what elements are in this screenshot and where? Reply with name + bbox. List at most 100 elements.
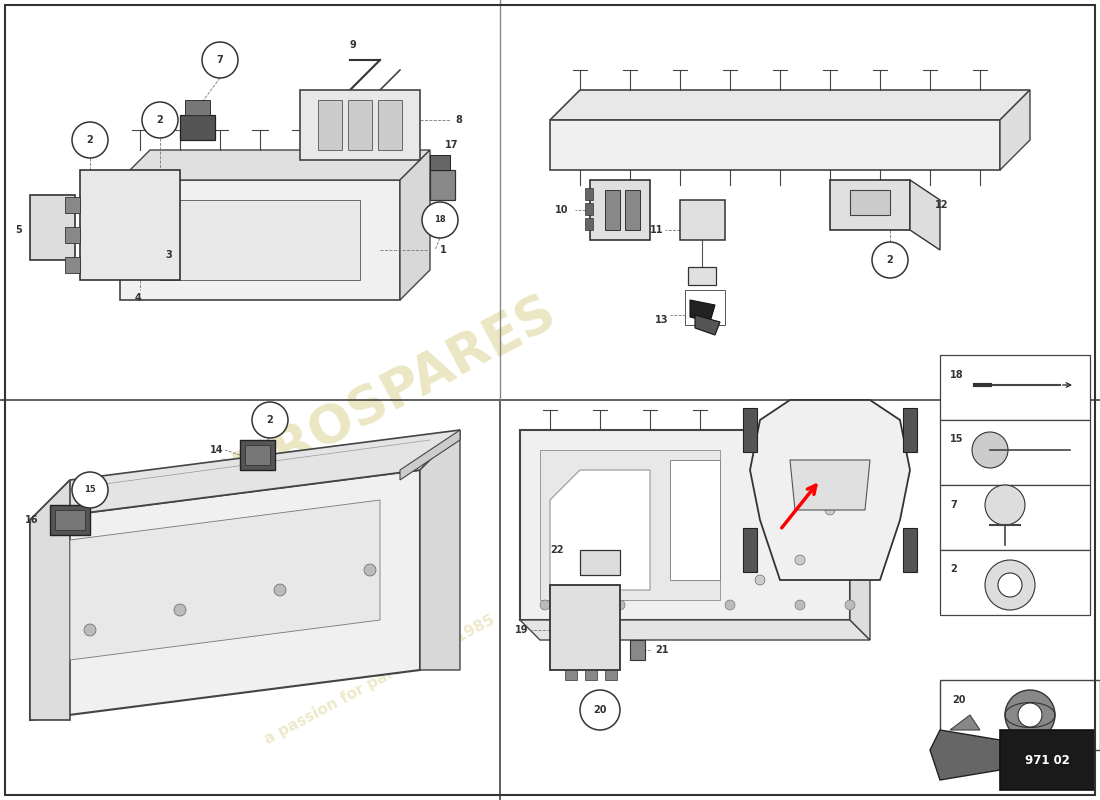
Text: 2: 2 bbox=[887, 255, 893, 265]
Text: 2: 2 bbox=[87, 135, 94, 145]
Polygon shape bbox=[80, 170, 180, 280]
Text: 22: 22 bbox=[550, 545, 563, 555]
Text: 15: 15 bbox=[950, 434, 964, 445]
Text: 6: 6 bbox=[145, 125, 152, 135]
Text: 12: 12 bbox=[935, 200, 948, 210]
Text: 2: 2 bbox=[156, 115, 164, 125]
Polygon shape bbox=[830, 180, 910, 230]
Polygon shape bbox=[540, 450, 720, 600]
Bar bbox=[605, 190, 620, 230]
Circle shape bbox=[795, 600, 805, 610]
Polygon shape bbox=[30, 430, 460, 520]
Circle shape bbox=[615, 600, 625, 610]
Bar bbox=[680, 200, 725, 240]
Bar bbox=[585, 670, 597, 680]
Bar bbox=[605, 670, 617, 680]
Bar bbox=[65, 197, 80, 213]
Text: 1: 1 bbox=[440, 245, 447, 255]
Polygon shape bbox=[1000, 90, 1030, 170]
Polygon shape bbox=[910, 180, 940, 250]
Circle shape bbox=[998, 573, 1022, 597]
Text: 11: 11 bbox=[650, 225, 663, 235]
Polygon shape bbox=[850, 430, 870, 640]
Circle shape bbox=[872, 242, 908, 278]
Polygon shape bbox=[750, 400, 910, 580]
Polygon shape bbox=[950, 715, 980, 730]
Circle shape bbox=[580, 690, 620, 730]
Text: 14: 14 bbox=[210, 445, 223, 455]
Circle shape bbox=[1018, 703, 1042, 727]
Bar bbox=[940, 485, 1090, 550]
Polygon shape bbox=[300, 90, 420, 160]
Polygon shape bbox=[550, 90, 1030, 120]
Polygon shape bbox=[420, 430, 460, 670]
Circle shape bbox=[984, 485, 1025, 525]
Text: 15: 15 bbox=[84, 486, 96, 494]
Bar bbox=[742, 408, 757, 452]
Bar bbox=[903, 528, 917, 572]
Circle shape bbox=[845, 600, 855, 610]
Bar bbox=[55, 510, 85, 530]
Bar bbox=[630, 640, 645, 660]
Text: 21: 21 bbox=[654, 645, 669, 655]
Text: 2: 2 bbox=[266, 415, 274, 425]
Polygon shape bbox=[30, 470, 420, 720]
Bar bbox=[585, 218, 593, 230]
Bar bbox=[240, 440, 275, 470]
Bar bbox=[378, 100, 402, 150]
Circle shape bbox=[202, 42, 238, 78]
Polygon shape bbox=[120, 150, 430, 180]
Polygon shape bbox=[695, 315, 721, 335]
Text: 9: 9 bbox=[350, 40, 356, 50]
Circle shape bbox=[84, 624, 96, 636]
Text: 2: 2 bbox=[950, 565, 957, 574]
Text: 4: 4 bbox=[135, 293, 142, 303]
Bar bbox=[850, 190, 890, 215]
Circle shape bbox=[755, 575, 764, 585]
Circle shape bbox=[1005, 690, 1055, 740]
Circle shape bbox=[72, 122, 108, 158]
Polygon shape bbox=[690, 300, 715, 322]
Bar bbox=[742, 528, 757, 572]
Bar bbox=[585, 188, 593, 200]
Polygon shape bbox=[550, 470, 650, 590]
Bar bbox=[940, 355, 1090, 420]
Bar bbox=[180, 115, 214, 140]
Bar bbox=[65, 257, 80, 273]
Bar bbox=[1000, 730, 1094, 790]
Bar bbox=[688, 267, 716, 285]
Polygon shape bbox=[550, 120, 1000, 170]
Polygon shape bbox=[590, 180, 650, 240]
Polygon shape bbox=[120, 180, 400, 300]
Polygon shape bbox=[400, 430, 460, 480]
Circle shape bbox=[364, 564, 376, 576]
Circle shape bbox=[422, 202, 458, 238]
Circle shape bbox=[972, 432, 1008, 468]
Text: 7: 7 bbox=[217, 55, 223, 65]
Bar bbox=[318, 100, 342, 150]
Bar bbox=[580, 550, 620, 575]
Polygon shape bbox=[670, 460, 720, 580]
Bar bbox=[50, 505, 90, 535]
Polygon shape bbox=[70, 500, 380, 660]
Circle shape bbox=[795, 555, 805, 565]
Bar bbox=[430, 170, 455, 200]
Bar bbox=[940, 420, 1090, 485]
Bar bbox=[430, 155, 450, 170]
Text: 8: 8 bbox=[455, 115, 462, 125]
Text: 16: 16 bbox=[25, 515, 39, 525]
Bar bbox=[160, 200, 360, 280]
Text: 971 02: 971 02 bbox=[1025, 754, 1070, 766]
Polygon shape bbox=[30, 480, 70, 720]
Text: 20: 20 bbox=[593, 705, 607, 715]
Polygon shape bbox=[520, 430, 850, 620]
Bar bbox=[625, 190, 640, 230]
Circle shape bbox=[540, 600, 550, 610]
Text: 20: 20 bbox=[952, 695, 966, 705]
Bar bbox=[940, 550, 1090, 615]
Bar bbox=[685, 290, 725, 325]
Text: 19: 19 bbox=[515, 625, 528, 635]
Text: 18: 18 bbox=[950, 370, 964, 379]
Polygon shape bbox=[520, 620, 870, 640]
Text: 18: 18 bbox=[434, 215, 446, 225]
